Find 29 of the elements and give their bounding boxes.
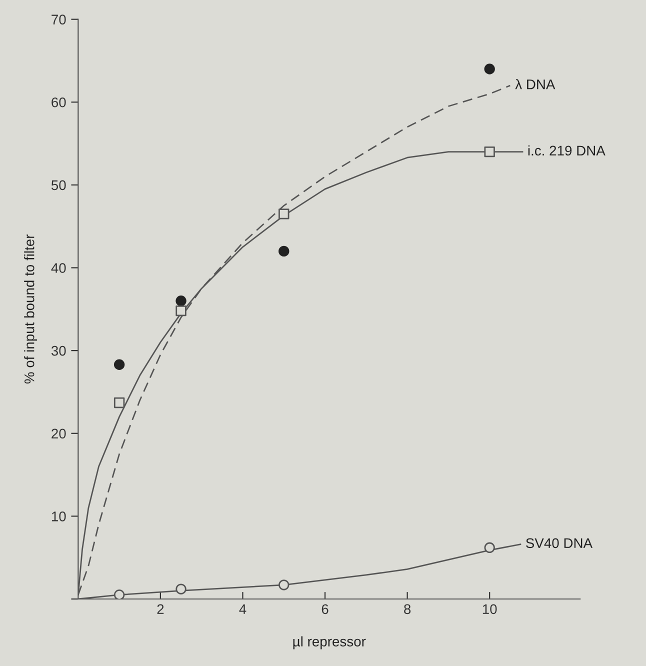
point — [114, 590, 125, 599]
point — [278, 580, 290, 590]
point — [176, 584, 186, 594]
point — [278, 208, 290, 220]
y-tick-label: 30 — [51, 346, 66, 356]
y-tick-label: 60 — [52, 97, 66, 108]
point — [278, 246, 290, 257]
x-tick-label: 2 — [157, 604, 164, 614]
x-tick-label: 10 — [482, 604, 497, 614]
point — [114, 359, 125, 370]
point — [176, 296, 186, 306]
y-tick-label: 50 — [51, 180, 66, 190]
y-tick-label: 70 — [52, 14, 66, 24]
x-tick-label: 8 — [404, 604, 411, 614]
series-label: λ DNA — [515, 79, 556, 90]
x-tick-label: 4 — [239, 604, 246, 614]
series-label: SV40 DNA — [526, 538, 593, 548]
series-label: i.c. 219 DNA — [528, 145, 606, 156]
point — [176, 305, 186, 316]
y-axis-title: % of input bound to filter — [24, 234, 38, 384]
point — [484, 542, 495, 554]
x-tick-label: 6 — [322, 604, 328, 614]
point — [484, 64, 495, 74]
y-tick-label: 20 — [52, 428, 66, 439]
y-tick-label: 40 — [51, 263, 66, 273]
point — [114, 397, 125, 408]
x-axis-title: µl repressor — [293, 636, 366, 650]
y-tick-label: 10 — [52, 512, 66, 522]
point — [484, 146, 495, 158]
